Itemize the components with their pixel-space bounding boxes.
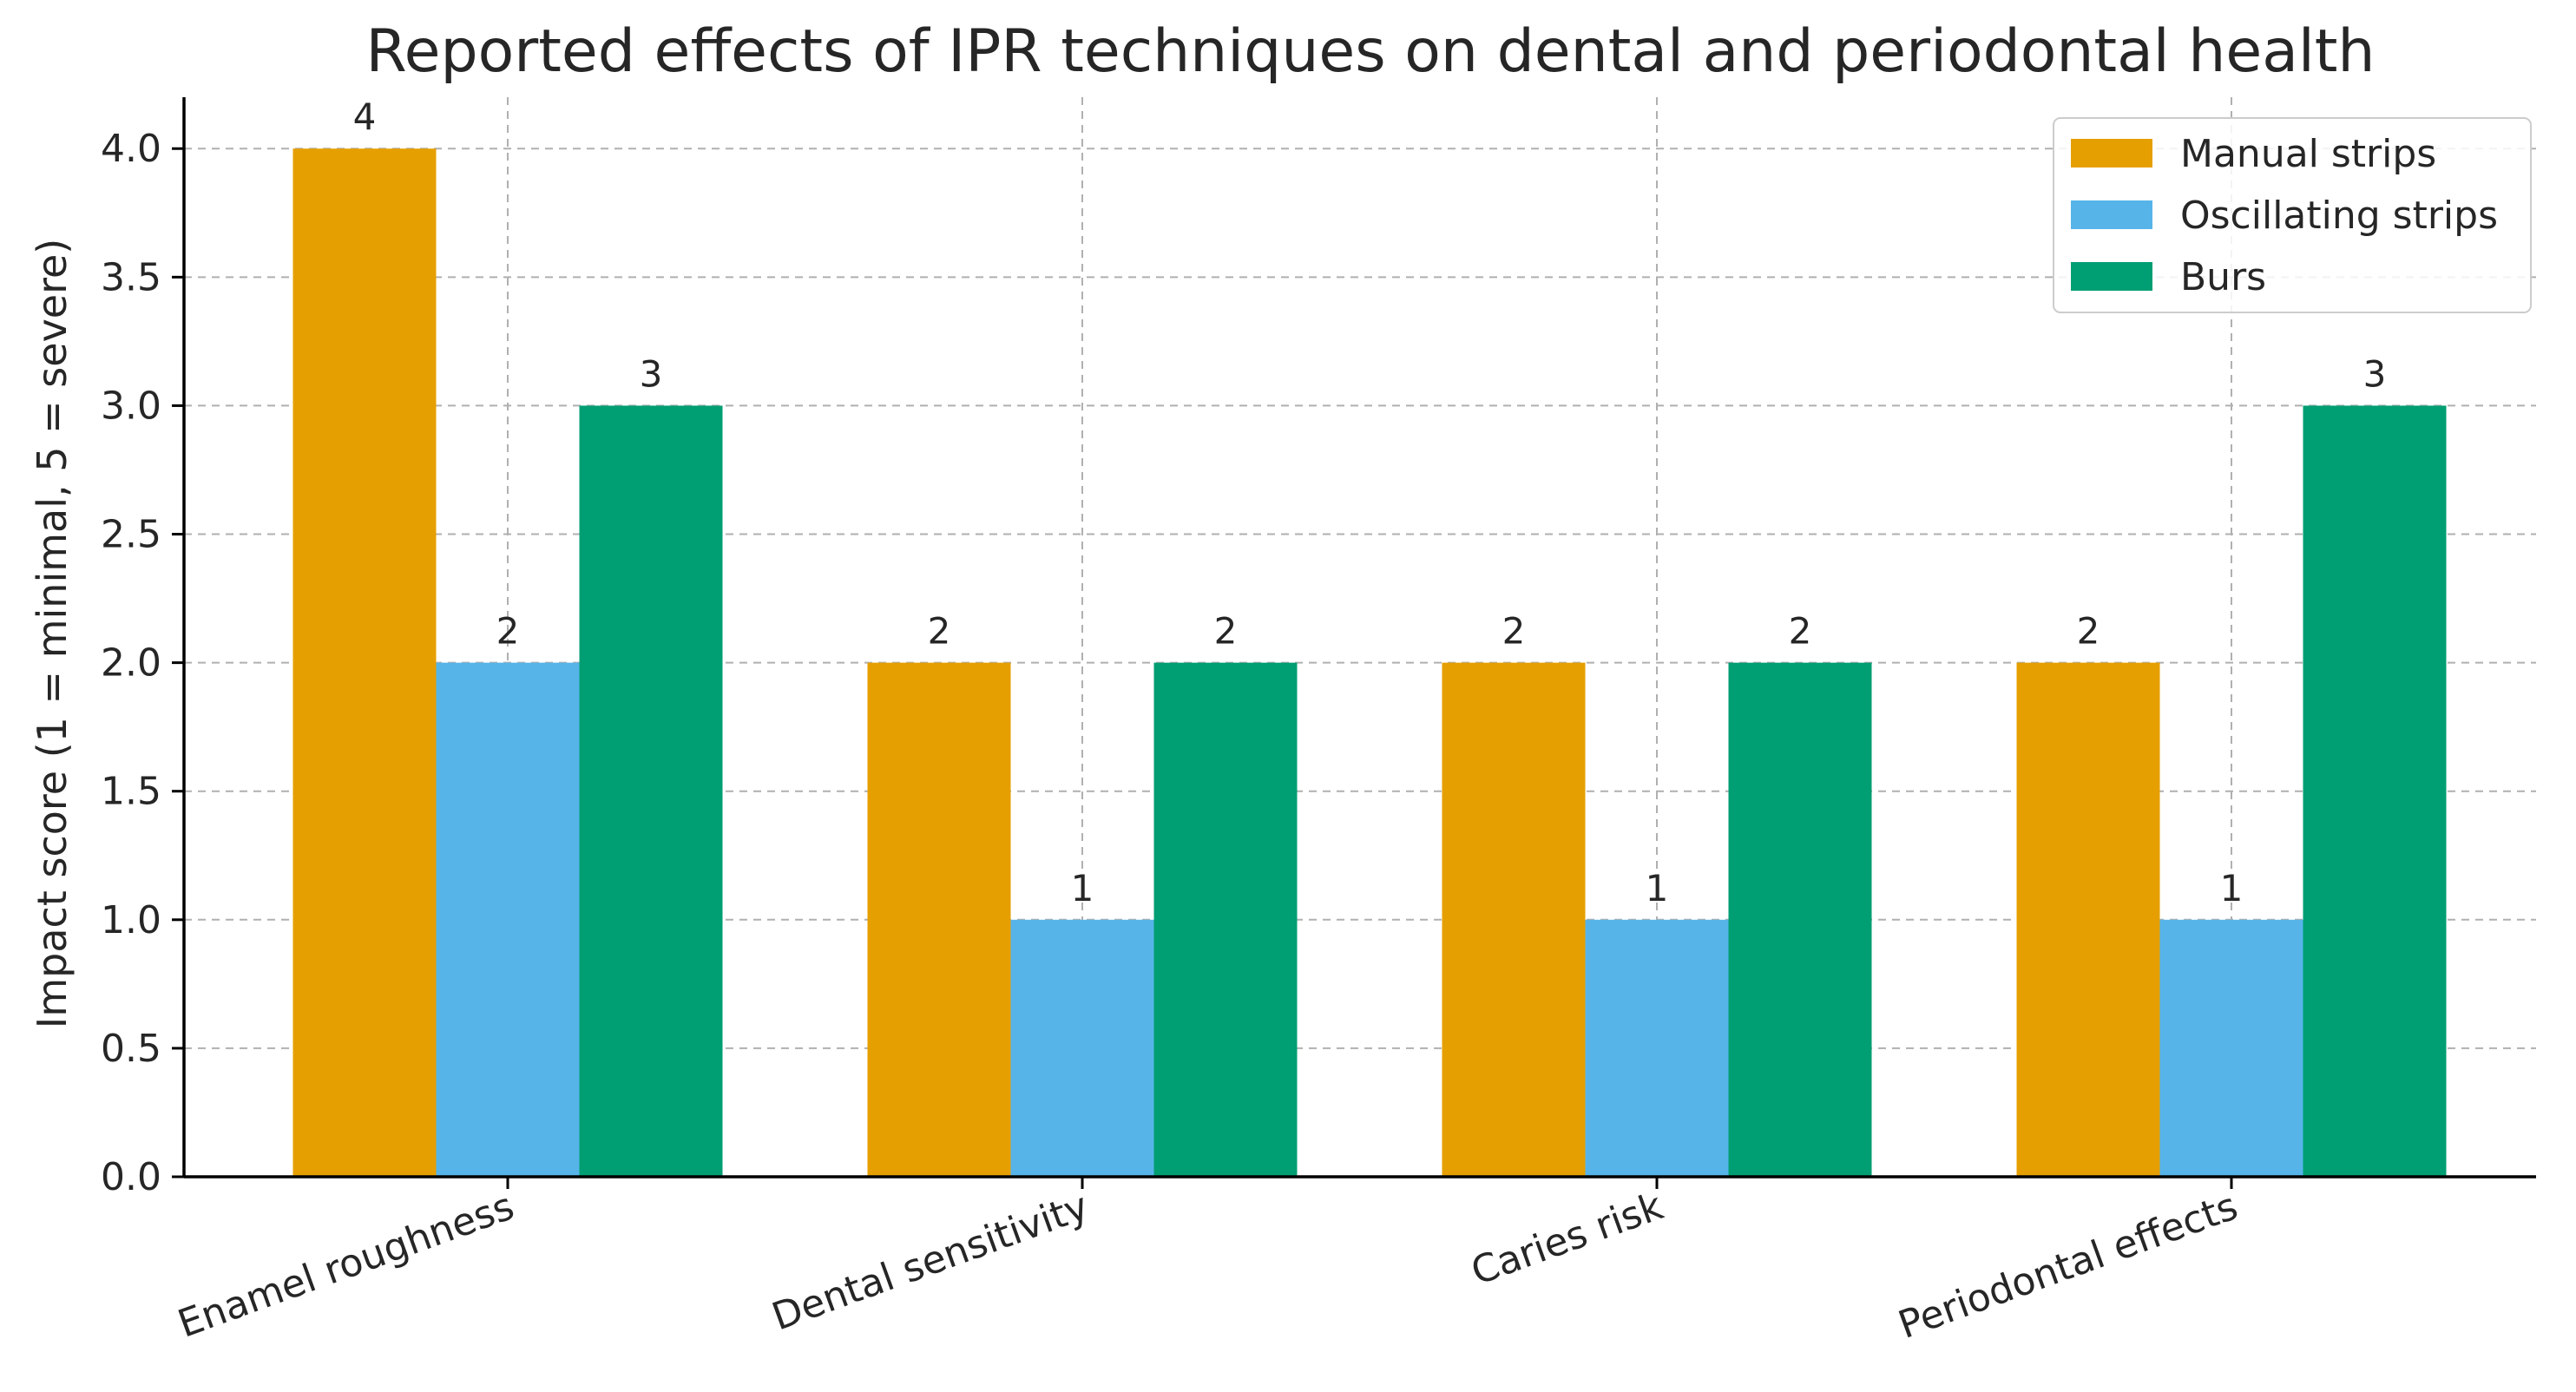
y-tick-label-2: 1.0 <box>101 898 161 942</box>
data-label-3-1: 1 <box>2220 867 2244 909</box>
y-tick-label-8: 4.0 <box>101 127 161 171</box>
legend-swatch-1 <box>2071 200 2152 229</box>
data-label-0-0: 4 <box>353 95 377 138</box>
data-label-1-0: 2 <box>928 610 951 653</box>
bar-1-1 <box>1010 919 1154 1177</box>
data-label-2-2: 2 <box>1789 610 1812 653</box>
bar-3-1 <box>2159 919 2303 1177</box>
bars <box>292 148 2447 1178</box>
x-tick-label-2: Caries risk <box>1466 1184 1670 1294</box>
y-tick-label-1: 0.5 <box>101 1027 161 1071</box>
x-tick-label-1: Dental sensitivity <box>766 1184 1094 1339</box>
data-label-3-2: 3 <box>2363 352 2387 395</box>
legend-swatch-0 <box>2071 139 2152 167</box>
y-axis-ticks: 0.0 0.5 1.0 1.5 2.0 2.5 3.0 3.5 4.0 <box>101 127 184 1199</box>
data-label-3-0: 2 <box>2077 610 2100 653</box>
y-tick-label-3: 1.5 <box>101 770 161 814</box>
x-tick-label-3: Periodontal effects <box>1893 1184 2244 1348</box>
x-tick-label-0: Enamel roughness <box>173 1184 520 1346</box>
data-label-0-1: 2 <box>496 610 520 653</box>
bar-3-2 <box>2303 405 2447 1177</box>
bar-0-2 <box>579 405 723 1177</box>
chart-title: Reported effects of IPR techniques on de… <box>365 17 2375 86</box>
y-tick-label-4: 2.0 <box>101 641 161 686</box>
y-tick-label-0: 0.0 <box>101 1155 161 1199</box>
data-label-1-2: 2 <box>1214 610 1238 653</box>
bar-2-0 <box>1442 662 1586 1177</box>
legend-label-2: Burs <box>2180 255 2266 299</box>
bar-1-0 <box>867 662 1011 1177</box>
bar-0-0 <box>292 148 437 1178</box>
y-tick-label-6: 3.0 <box>101 384 161 428</box>
data-label-0-2: 3 <box>640 352 663 395</box>
bar-2-2 <box>1728 662 1872 1177</box>
legend: Manual strips Oscillating strips Burs <box>2053 117 2532 313</box>
bar-1-2 <box>1153 662 1298 1177</box>
legend-box <box>2053 117 2532 313</box>
y-tick-label-7: 3.5 <box>101 255 161 299</box>
y-axis-label: Impact score (1 = minimal, 5 = severe) <box>29 239 76 1028</box>
legend-swatch-2 <box>2071 262 2152 291</box>
bar-0-1 <box>436 662 580 1177</box>
y-tick-label-5: 2.5 <box>101 513 161 557</box>
x-axis-ticks: Enamel roughness Dental sensitivity Caries… <box>173 1177 2244 1348</box>
data-labels: 4 2 3 2 1 2 2 1 2 2 1 3 <box>353 95 2387 909</box>
bar-3-0 <box>2016 662 2160 1177</box>
legend-label-0: Manual strips <box>2180 132 2436 176</box>
legend-label-1: Oscillating strips <box>2180 194 2498 238</box>
data-label-1-1: 1 <box>1071 867 1094 909</box>
data-label-2-0: 2 <box>1502 610 1526 653</box>
data-label-2-1: 1 <box>1646 867 1669 909</box>
bar-2-1 <box>1585 919 1729 1177</box>
